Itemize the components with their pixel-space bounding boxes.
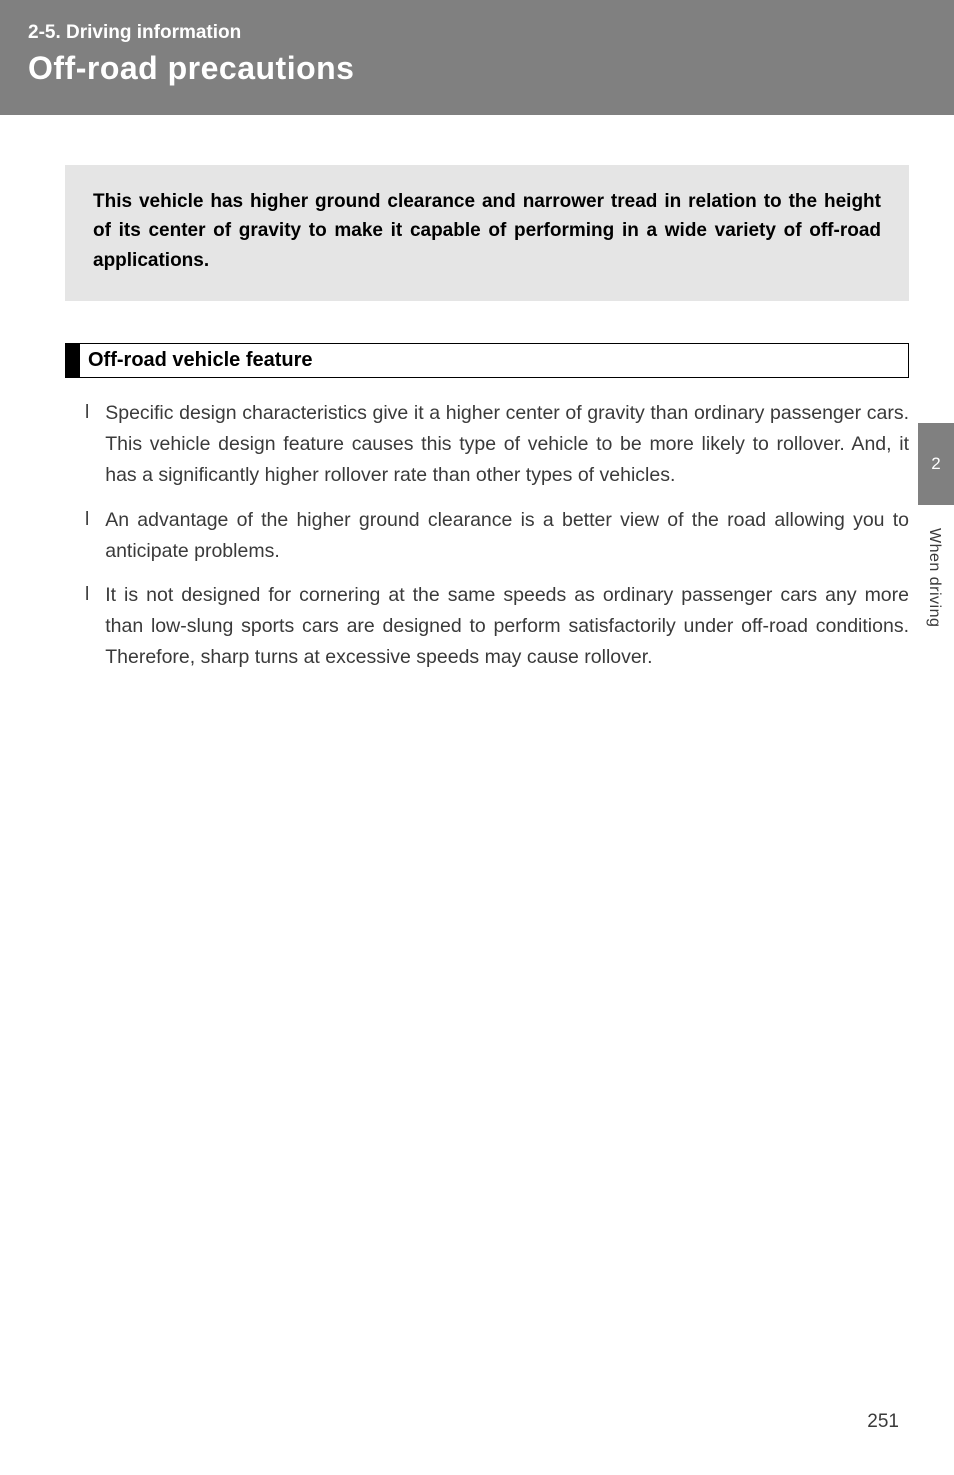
chapter-label: When driving: [925, 528, 943, 627]
bullet-marker: l: [85, 505, 89, 567]
bullet-item: l It is not designed for cornering at th…: [85, 580, 909, 672]
heading-accent-bar: [66, 344, 80, 377]
bullet-item: l An advantage of the higher ground clea…: [85, 505, 909, 567]
section-label: 2-5. Driving information: [28, 22, 954, 44]
intro-box: This vehicle has higher ground clearance…: [65, 165, 909, 301]
body-content: l Specific design characteristics give i…: [85, 398, 909, 672]
bullet-marker: l: [85, 398, 89, 490]
feature-heading-text: Off-road vehicle feature: [80, 344, 313, 377]
bullet-text: Specific design characteristics give it …: [105, 398, 909, 490]
bullet-item: l Specific design characteristics give i…: [85, 398, 909, 490]
feature-heading: Off-road vehicle feature: [65, 343, 909, 378]
bullet-text: It is not designed for cornering at the …: [105, 580, 909, 672]
page-header: 2-5. Driving information Off-road precau…: [0, 0, 954, 115]
bullet-marker: l: [85, 580, 89, 672]
chapter-tab: 2: [918, 423, 954, 505]
intro-text: This vehicle has higher ground clearance…: [93, 187, 881, 275]
bullet-text: An advantage of the higher ground cleara…: [105, 505, 909, 567]
chapter-number: 2: [931, 454, 940, 474]
page-number: 251: [867, 1411, 899, 1433]
page-title: Off-road precautions: [28, 50, 954, 87]
